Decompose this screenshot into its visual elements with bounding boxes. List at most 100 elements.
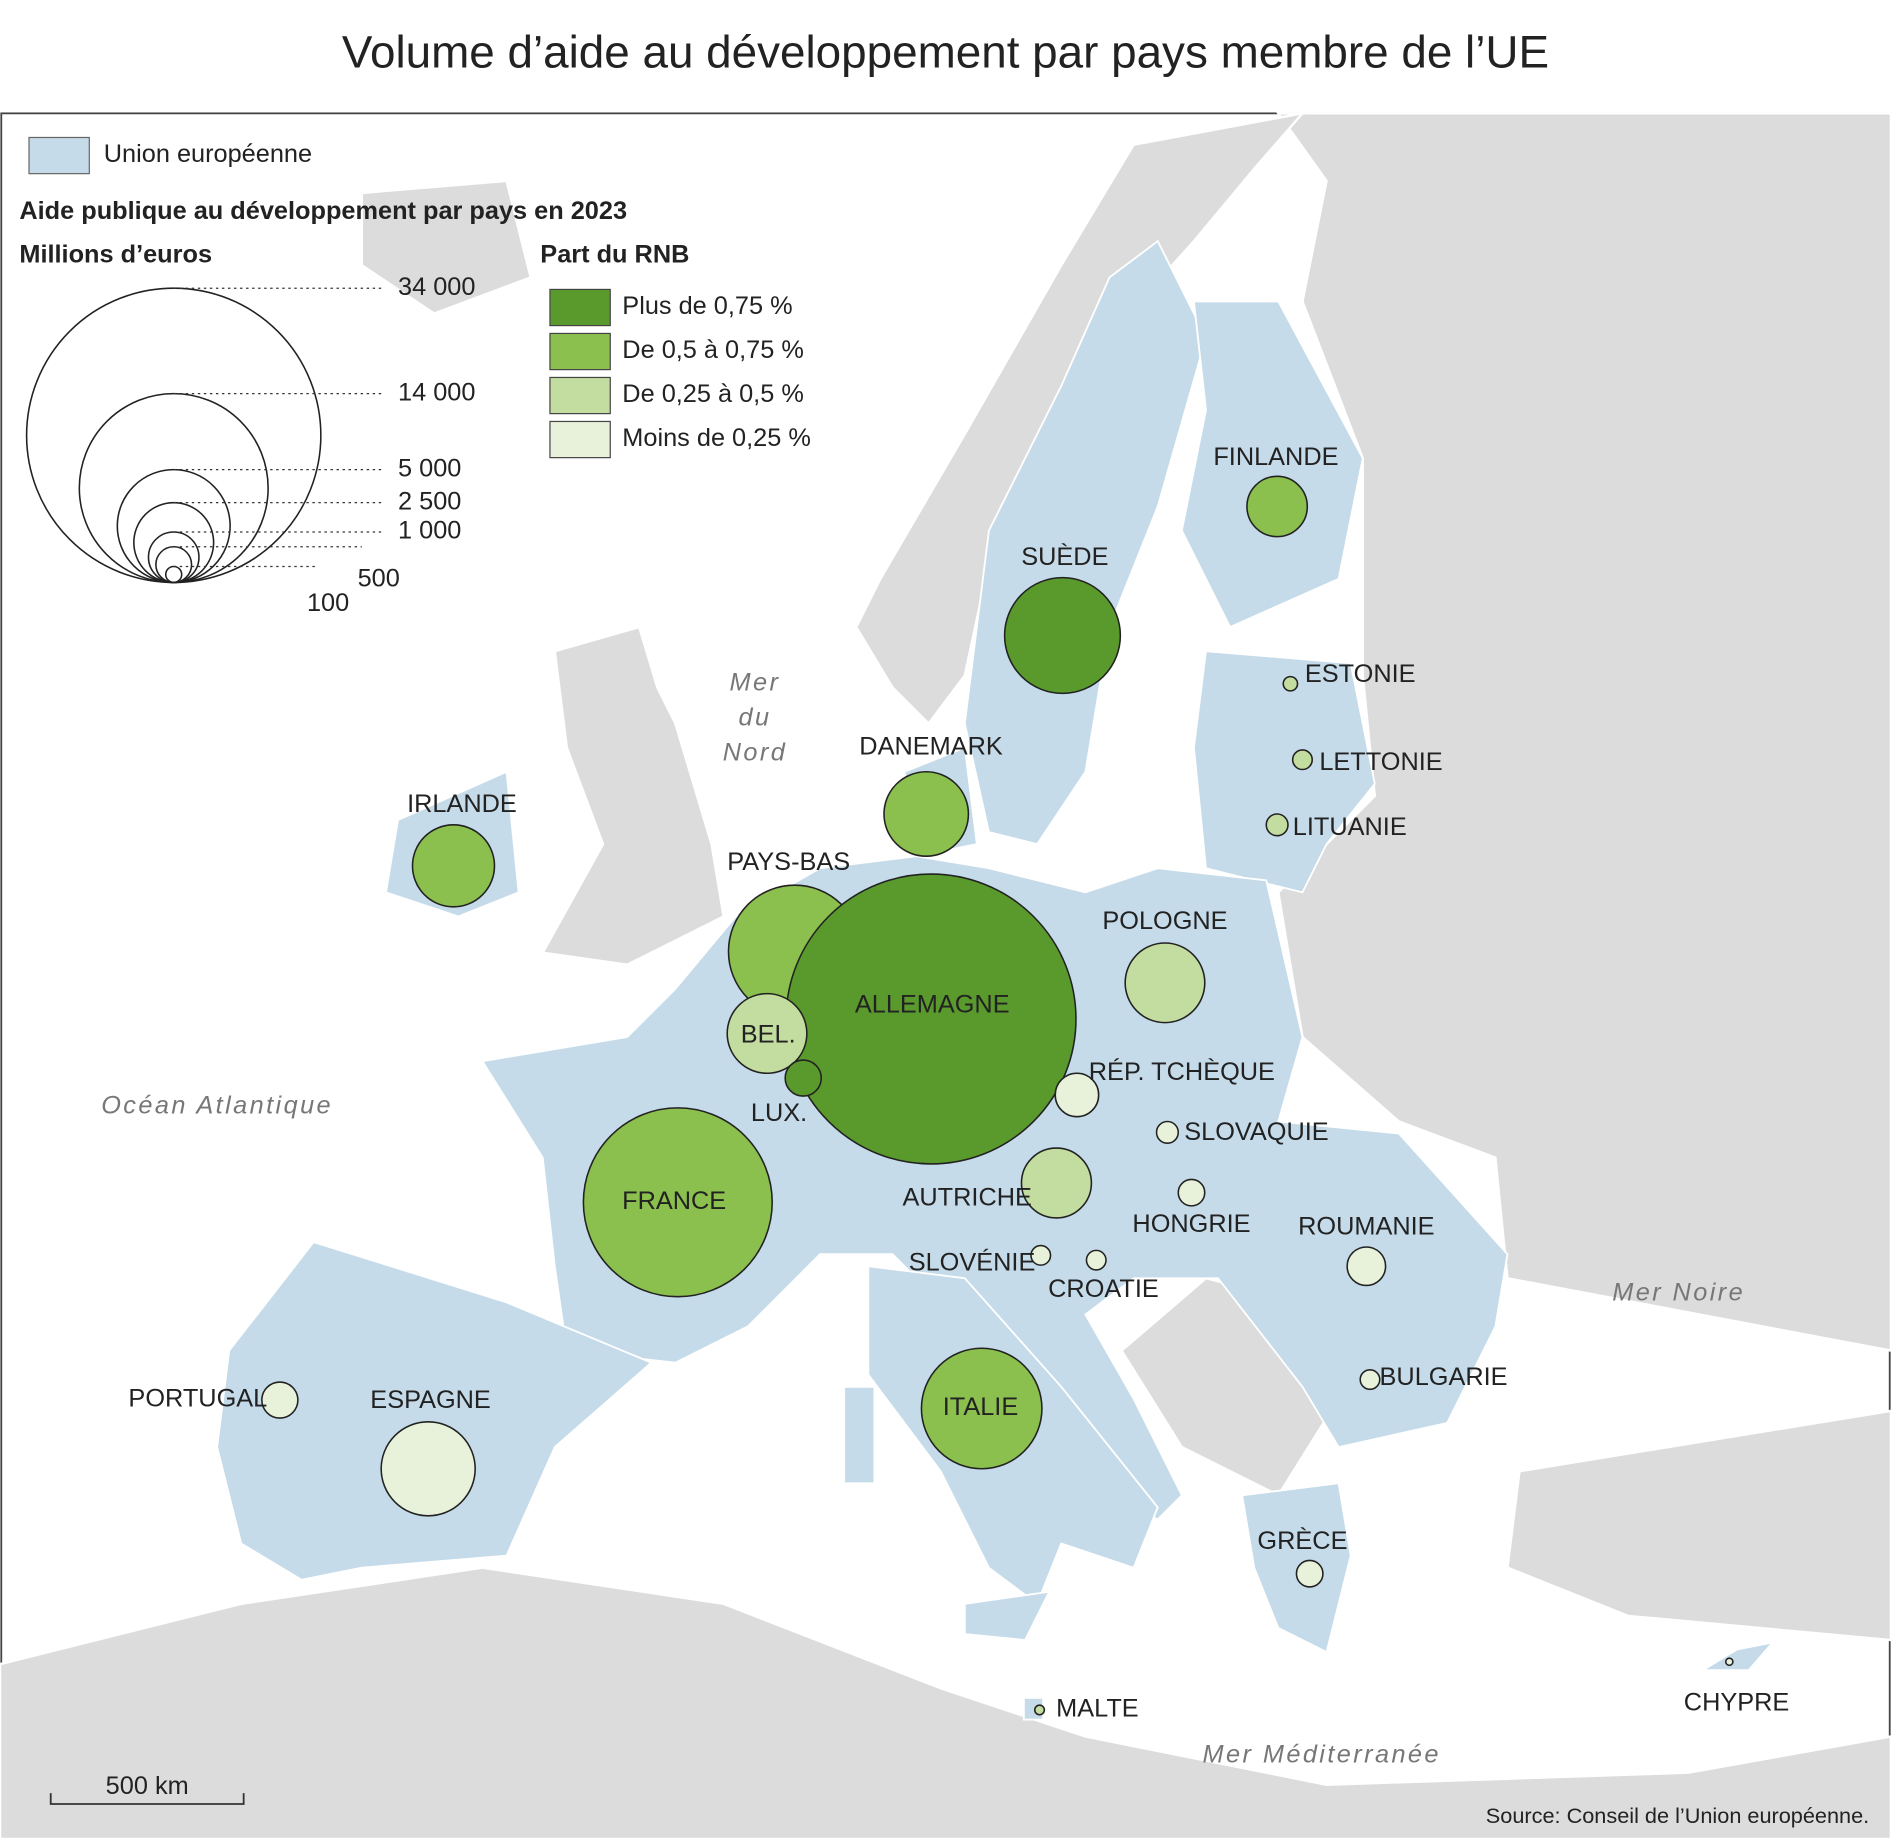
share-label: De 0,25 à 0,5 % bbox=[622, 380, 804, 408]
country-label: ITALIE bbox=[943, 1393, 1019, 1421]
country-label: ESPAGNE bbox=[370, 1386, 491, 1414]
land bbox=[0, 111, 1891, 1839]
sea-label: Mer Méditerranée bbox=[1203, 1740, 1441, 1768]
country-label: BULGARIE bbox=[1380, 1363, 1508, 1391]
aid-circle bbox=[1033, 1704, 1046, 1716]
sea-label: Océan Atlantique bbox=[101, 1092, 333, 1120]
country-label: IRLANDE bbox=[407, 790, 517, 818]
land-uk bbox=[540, 625, 725, 966]
country-label: RÉP. TCHÈQUE bbox=[1089, 1057, 1275, 1086]
aid-circle bbox=[726, 992, 808, 1075]
share-label: De 0,5 à 0,75 % bbox=[622, 336, 804, 364]
eu-baltics bbox=[1193, 650, 1376, 894]
scale-label: 500 km bbox=[106, 1772, 189, 1800]
country-label: LUX. bbox=[751, 1099, 807, 1127]
country-label: FRANCE bbox=[622, 1187, 726, 1215]
eu-greece bbox=[1241, 1482, 1352, 1654]
eu-sweden bbox=[963, 239, 1207, 846]
share-swatch bbox=[549, 420, 611, 459]
aid-circle bbox=[261, 1381, 299, 1419]
country-label: LITUANIE bbox=[1293, 813, 1407, 841]
aid-circle bbox=[1346, 1246, 1387, 1287]
share-swatch bbox=[549, 288, 611, 327]
aid-circle bbox=[1003, 576, 1122, 695]
country-label: PAYS-BAS bbox=[727, 848, 850, 876]
sea-label: Mer Noire bbox=[1612, 1279, 1745, 1307]
sea-label: Mer bbox=[730, 668, 781, 696]
size-legend-label: 2 500 bbox=[398, 487, 461, 515]
aid-circle bbox=[1124, 942, 1206, 1024]
aid-circle bbox=[784, 1059, 823, 1097]
share-swatch bbox=[549, 332, 611, 371]
country-label: HONGRIE bbox=[1132, 1210, 1250, 1238]
eu-label: Union européenne bbox=[104, 140, 312, 168]
country-label: GRÈCE bbox=[1257, 1526, 1347, 1555]
aid-circle bbox=[1020, 1147, 1093, 1219]
country-label: POLOGNE bbox=[1102, 907, 1227, 935]
aid-circle bbox=[1054, 1072, 1100, 1118]
country-label: LETTONIE bbox=[1319, 748, 1442, 776]
aid-circle bbox=[1177, 1178, 1206, 1207]
size-legend-label: 34 000 bbox=[398, 273, 475, 301]
aid-circle bbox=[920, 1347, 1043, 1470]
size-legend-label: 1 000 bbox=[398, 517, 461, 545]
aid-circle bbox=[411, 824, 496, 908]
aid-circle bbox=[1291, 749, 1314, 771]
eu-finland bbox=[1180, 300, 1364, 629]
size-legend-label: 5 000 bbox=[398, 454, 461, 482]
aid-circle bbox=[1030, 1244, 1052, 1266]
land-iceland bbox=[360, 179, 533, 315]
aid-circle bbox=[1085, 1249, 1107, 1271]
country-label: BEL. bbox=[741, 1021, 796, 1049]
country-label: SLOVAQUIE bbox=[1184, 1118, 1328, 1146]
size-legend-label: 500 bbox=[358, 565, 400, 593]
share-label: Plus de 0,75 % bbox=[622, 292, 792, 320]
legend: Union européenne Aide publique au dévelo… bbox=[19, 136, 689, 268]
aid-circle bbox=[1282, 675, 1299, 692]
aid-circle bbox=[1359, 1368, 1381, 1391]
sea-label: Nord bbox=[723, 738, 788, 766]
country-label: CROATIE bbox=[1048, 1275, 1159, 1303]
share-swatch bbox=[549, 376, 611, 415]
country-label: PORTUGAL bbox=[128, 1385, 267, 1413]
country-label: SUÈDE bbox=[1021, 542, 1108, 571]
country-labels: FINLANDE SUÈDE ESTONIE LETTONIE LITUANIE DANE… bbox=[128, 443, 1789, 1723]
land-turkey bbox=[1506, 1409, 1891, 1642]
share-label: Moins de 0,25 % bbox=[622, 424, 811, 452]
sea-label: du bbox=[738, 703, 771, 731]
country-label: AUTRICHE bbox=[903, 1183, 1032, 1211]
land-east bbox=[1275, 112, 1891, 1352]
aid-circle bbox=[1265, 813, 1289, 837]
country-label: CHYPRE bbox=[1684, 1689, 1790, 1717]
aid-title: Aide publique au développement par pays … bbox=[19, 197, 627, 225]
country-label: MALTE bbox=[1056, 1695, 1139, 1723]
eu-iberia bbox=[216, 1241, 653, 1581]
land-norway bbox=[854, 111, 1306, 726]
eu-sardinia bbox=[843, 1385, 876, 1485]
eu-sicily bbox=[963, 1590, 1051, 1641]
aid-circle bbox=[1295, 1559, 1324, 1588]
land-africa bbox=[0, 1566, 1891, 1839]
source: Source: Conseil de l’Union européenne. bbox=[1486, 1803, 1869, 1828]
country-label: DANEMARK bbox=[859, 732, 1003, 760]
country-label: ESTONIE bbox=[1305, 660, 1416, 688]
country-circles bbox=[261, 475, 1734, 1716]
aid-circle bbox=[883, 770, 970, 857]
aid-circle bbox=[785, 873, 1077, 1165]
size-legend-label: 14 000 bbox=[398, 378, 475, 406]
eu-swatch bbox=[28, 136, 90, 175]
size-legend-label: 100 bbox=[307, 589, 349, 617]
scale-bar: 500 km bbox=[49, 1772, 245, 1805]
aid-circle bbox=[380, 1421, 476, 1517]
aid-circle bbox=[1724, 1657, 1734, 1667]
eu-cyprus bbox=[1699, 1641, 1776, 1672]
scale-line bbox=[49, 1793, 245, 1805]
size-title: Millions d’euros bbox=[19, 240, 212, 268]
aid-circle bbox=[1246, 475, 1309, 538]
country-label: ROUMANIE bbox=[1298, 1212, 1434, 1240]
country-label: FINLANDE bbox=[1213, 443, 1338, 471]
aid-circle bbox=[1155, 1120, 1180, 1144]
aid-circle bbox=[582, 1107, 773, 1298]
title: Volume d’aide au développement par pays … bbox=[342, 27, 1549, 78]
